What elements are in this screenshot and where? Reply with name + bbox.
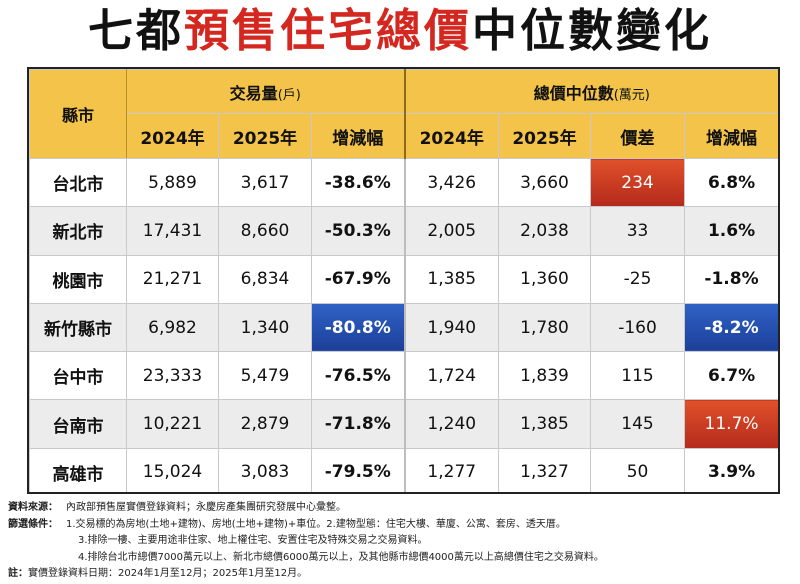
price-change-cell: -1.8% (684, 254, 778, 304)
footnotes: 資料來源： 內政部預售屋實價登錄資料；永慶房產集團研究發展中心彙整。 篩選條件：… (8, 500, 798, 583)
criteria-label: 篩選條件： (8, 518, 58, 530)
city-cell: 新北市 (29, 206, 127, 256)
criteria-1: 1.交易標的為房地(土地+建物)、房地(土地+建物)+車位。2.建物型態：住宅大… (66, 518, 566, 530)
price-2024-cell: 1,277 (403, 447, 500, 492)
title-part-3: 中位數變化 (472, 4, 713, 57)
header-price-group: 總價中位數(萬元) (403, 69, 778, 114)
criteria-3: 3.排除一樓、主要用途非住家、地上權住宅、安置住宅及特殊交易之交易資料。 (78, 535, 428, 546)
note-label: 註： (8, 568, 28, 579)
price-change-cell: 1.6% (684, 206, 778, 256)
vol-change-cell: -71.8% (310, 399, 406, 449)
table-row: 台中市 23,333 5,479 -76.5% 1,724 1,839 115 … (29, 351, 778, 401)
header-price-2024: 2024年 (403, 113, 500, 159)
vol-2025-cell: 5,479 (218, 351, 312, 401)
price-2024-cell: 1,240 (403, 399, 500, 449)
vol-2024-cell: 5,889 (126, 157, 219, 208)
price-2025-cell: 1,327 (498, 447, 592, 492)
price-2024-cell: 2,005 (403, 206, 500, 256)
header-price-unit: (萬元) (613, 87, 650, 103)
price-2025-cell: 1,839 (498, 351, 592, 401)
vol-2025-cell: 3,083 (218, 447, 312, 492)
header-diff: 價差 (590, 113, 686, 159)
vol-2024-cell: 10,221 (126, 399, 219, 449)
price-2024-cell: 1,940 (403, 302, 500, 353)
price-2024-cell: 1,385 (403, 254, 500, 304)
table-row: 新北市 17,431 8,660 -50.3% 2,005 2,038 33 1… (29, 206, 778, 256)
diff-cell: -160 (590, 302, 686, 353)
price-2024-cell: 1,724 (403, 351, 500, 401)
vol-change-cell: -76.5% (310, 351, 406, 401)
diff-cell: 50 (590, 447, 686, 492)
price-change-cell: 6.8% (684, 157, 778, 208)
criteria-note-3: 3.排除一樓、主要用途非住家、地上權住宅、安置住宅及特殊交易之交易資料。 (8, 533, 798, 550)
diff-cell: 145 (590, 399, 686, 449)
vol-2025-cell: 6,834 (218, 254, 312, 304)
city-cell: 桃園市 (29, 254, 127, 304)
price-2025-cell: 3,660 (498, 157, 592, 208)
vol-change-cell: -67.9% (310, 254, 406, 304)
header-city: 縣市 (29, 69, 127, 159)
vol-2024-cell: 17,431 (126, 206, 219, 256)
vol-2024-cell: 23,333 (126, 351, 219, 401)
criteria-4: 4.排除台北市總價7000萬元以上、新北市總價6000萬元以上，及其他縣市總價4… (78, 551, 604, 563)
title-part-2: 預售住宅總價 (183, 4, 472, 57)
city-cell: 新竹縣市 (29, 302, 127, 353)
price-2024-cell: 3,426 (403, 157, 500, 208)
table-row: 台北市 5,889 3,617 -38.6% 3,426 3,660 234 6… (29, 157, 778, 208)
vol-2025-cell: 8,660 (218, 206, 312, 256)
diff-cell: 33 (590, 206, 686, 256)
header-price-label: 總價中位數 (533, 83, 614, 103)
criteria-note-4: 4.排除台北市總價7000萬元以上、新北市總價6000萬元以上，及其他縣市總價4… (8, 550, 798, 567)
diff-cell: -25 (590, 254, 686, 304)
price-change-cell: 3.9% (684, 447, 778, 492)
vol-change-cell: -50.3% (310, 206, 406, 256)
diff-cell: 115 (590, 351, 686, 401)
city-cell: 台南市 (29, 399, 127, 449)
source-text: 內政部預售屋實價登錄資料；永慶房產集團研究發展中心彙整。 (66, 502, 346, 513)
table-row: 桃園市 21,271 6,834 -67.9% 1,385 1,360 -25 … (29, 254, 778, 304)
table-row: 新竹縣市 6,982 1,340 -80.8% 1,940 1,780 -160… (29, 302, 778, 353)
city-cell: 高雄市 (29, 447, 127, 492)
source-note: 資料來源： 內政部預售屋實價登錄資料；永慶房產集團研究發展中心彙整。 (8, 500, 798, 517)
date-note: 註： 實價登錄資料日期：2024年1月至12月；2025年1月至12月。 (8, 566, 798, 583)
price-change-cell: 6.7% (684, 351, 778, 401)
price-2025-cell: 1,780 (498, 302, 592, 353)
title-part-1: 七都 (87, 4, 184, 57)
price-2025-cell: 2,038 (498, 206, 592, 256)
diff-cell-highlight: 234 (590, 157, 686, 208)
source-label: 資料來源： (8, 502, 58, 513)
page-title: 七都預售住宅總價中位數變化 (0, 2, 800, 60)
price-change-cell-highlight: 11.7% (684, 399, 778, 449)
price-table: 縣市 交易量(戶) 總價中位數(萬元) 2024年 2025年 增減幅 2024… (27, 67, 780, 494)
price-2025-cell: 1,385 (498, 399, 592, 449)
header-volume-unit: (戶) (277, 87, 301, 103)
vol-2025-cell: 2,879 (218, 399, 312, 449)
city-cell: 台中市 (29, 351, 127, 401)
vol-2025-cell: 1,340 (218, 302, 312, 353)
header-price-2025: 2025年 (498, 113, 592, 159)
vol-2024-cell: 15,024 (126, 447, 219, 492)
header-vol-2025: 2025年 (218, 113, 312, 159)
header-vol-2024: 2024年 (126, 113, 219, 159)
vol-change-cell-highlight: -80.8% (310, 302, 406, 353)
table-row: 高雄市 15,024 3,083 -79.5% 1,277 1,327 50 3… (29, 447, 778, 492)
city-cell: 台北市 (29, 157, 127, 208)
header-volume-group: 交易量(戶) (125, 69, 406, 114)
vol-change-cell: -79.5% (310, 447, 406, 492)
price-change-cell-highlight: -8.2% (684, 302, 778, 353)
header-price-change: 增減幅 (684, 113, 778, 159)
price-2025-cell: 1,360 (498, 254, 592, 304)
header-volume-label: 交易量 (229, 83, 278, 103)
criteria-note: 篩選條件： 1.交易標的為房地(土地+建物)、房地(土地+建物)+車位。2.建物… (8, 517, 798, 534)
vol-2024-cell: 6,982 (126, 302, 219, 353)
note-text: 實價登錄資料日期：2024年1月至12月；2025年1月至12月。 (28, 568, 308, 579)
vol-change-cell: -38.6% (310, 157, 406, 208)
table-row: 台南市 10,221 2,879 -71.8% 1,240 1,385 145 … (29, 399, 778, 449)
vol-2025-cell: 3,617 (218, 157, 312, 208)
header-vol-change: 增減幅 (310, 113, 406, 159)
vol-2024-cell: 21,271 (126, 254, 219, 304)
